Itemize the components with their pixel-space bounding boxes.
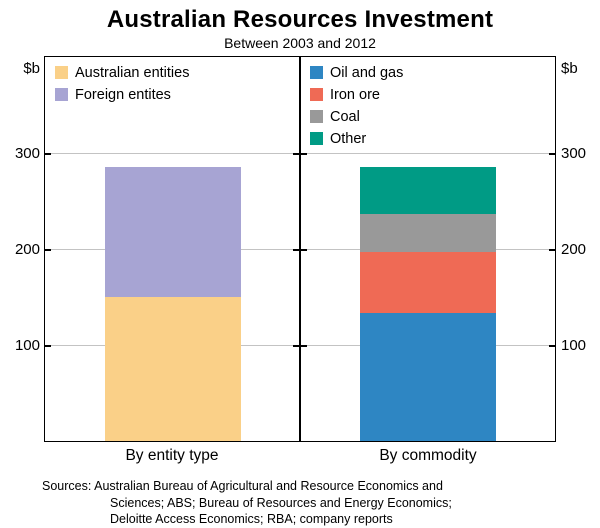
axis-tick: [549, 345, 555, 347]
legend-item: Australian entities: [55, 64, 189, 81]
x-label-entity-type: By entity type: [125, 447, 219, 464]
legend-label: Australian entities: [75, 64, 190, 81]
legend-item: Coal: [310, 108, 403, 125]
axis-tick: [549, 249, 555, 251]
y-axis-unit-right: $b: [561, 60, 578, 77]
y-tick-label-right: 100: [561, 337, 587, 354]
axis-tick: [45, 153, 51, 155]
bar-segment-foreign-entites: [104, 167, 241, 297]
y-tick-label-left: 300: [14, 145, 40, 162]
plot-area: Australian entities Foreign entites Oil an…: [44, 56, 556, 442]
axis-tick: [301, 153, 307, 155]
legend-item: Oil and gas: [310, 64, 403, 81]
y-tick-label-right: 200: [561, 241, 587, 258]
panel-divider: [299, 57, 301, 441]
axis-tick: [45, 345, 51, 347]
axis-tick: [293, 345, 299, 347]
bar-segment-other: [359, 167, 496, 215]
legend-swatch: [55, 66, 68, 79]
bar-segment-iron-ore: [359, 251, 496, 314]
legend-commodity: Oil and gas Iron ore Coal Other: [310, 64, 403, 147]
chart-subtitle: Between 2003 and 2012: [224, 35, 376, 51]
bar-segment-australian-entities: [104, 297, 241, 441]
y-axis-unit-left: $b: [23, 60, 40, 77]
legend-swatch: [310, 132, 323, 145]
source-line-3: Deloitte Access Economics; RBA; company …: [110, 512, 393, 526]
axis-tick: [293, 153, 299, 155]
legend-item: Other: [310, 130, 403, 147]
bar-segment-oil-and-gas: [359, 313, 496, 441]
axis-tick: [45, 249, 51, 251]
legend-swatch: [55, 88, 68, 101]
axis-tick: [549, 153, 555, 155]
y-tick-label-left: 200: [14, 241, 40, 258]
legend-label: Coal: [330, 108, 360, 125]
axis-tick: [293, 249, 299, 251]
source-line-1: Sources: Australian Bureau of Agricultur…: [42, 479, 443, 493]
x-label-commodity: By commodity: [379, 447, 477, 464]
legend-item: Iron ore: [310, 86, 403, 103]
legend-swatch: [310, 110, 323, 123]
legend-swatch: [310, 66, 323, 79]
y-tick-label-right: 300: [561, 145, 587, 162]
legend-entity-type: Australian entities Foreign entites: [55, 64, 189, 103]
legend-swatch: [310, 88, 323, 101]
bar-segment-coal: [359, 214, 496, 252]
chart-area: $b $b Australian entities Foreign entites…: [0, 56, 600, 470]
axis-tick: [301, 249, 307, 251]
legend-label: Other: [330, 130, 367, 147]
axis-tick: [301, 345, 307, 347]
legend-label: Iron ore: [330, 86, 380, 103]
legend-label: Oil and gas: [330, 64, 404, 81]
y-tick-label-left: 100: [14, 337, 40, 354]
source-note: Sources: Australian Bureau of Agricultur…: [0, 478, 600, 528]
legend-label: Foreign entites: [75, 86, 171, 103]
chart-title: Australian Resources Investment: [106, 6, 494, 33]
source-line-2: Sciences; ABS; Bureau of Resources and E…: [110, 495, 452, 510]
legend-item: Foreign entites: [55, 86, 189, 103]
